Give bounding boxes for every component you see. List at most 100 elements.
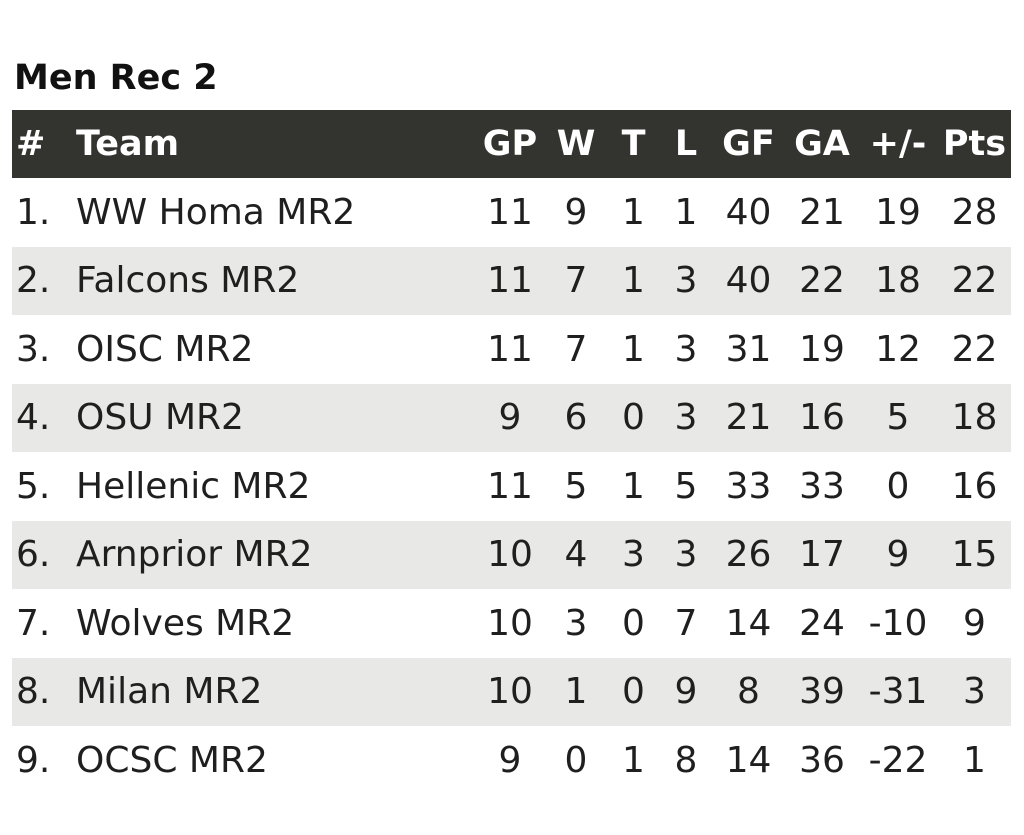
row-ga: 19 <box>799 328 845 370</box>
row-ga: 24 <box>799 602 845 644</box>
row-rank: 6. <box>16 534 51 576</box>
row-pm: -10 <box>868 602 928 644</box>
row-gp: 10 <box>487 534 533 576</box>
row-ga: 16 <box>799 397 845 439</box>
table-row: 6. Arnprior MR2 10 4 3 3 26 17 9 15 <box>12 520 1011 589</box>
header-wins: W <box>556 124 596 164</box>
row-team: Arnprior MR2 <box>76 534 313 576</box>
header-rank: # <box>16 124 46 164</box>
row-t: 1 <box>622 260 645 302</box>
row-team: OSU MR2 <box>76 397 244 439</box>
row-rank: 1. <box>16 191 51 233</box>
row-t: 1 <box>622 191 645 233</box>
row-pts: 22 <box>951 260 998 302</box>
row-ga: 39 <box>799 671 845 713</box>
table-row: 1. WW Homa MR2 11 9 1 1 40 21 19 28 <box>12 178 1011 247</box>
row-w: 3 <box>564 602 588 644</box>
row-pm: 18 <box>875 260 921 302</box>
row-gp: 11 <box>487 260 533 302</box>
row-gf: 14 <box>725 739 772 781</box>
row-t: 1 <box>622 328 645 370</box>
row-rank: 7. <box>16 602 51 644</box>
header-goals-against: GA <box>794 124 850 164</box>
row-gf: 8 <box>737 671 760 713</box>
row-gf: 40 <box>725 191 772 233</box>
row-l: 3 <box>674 534 698 576</box>
row-t: 0 <box>622 671 645 713</box>
row-w: 9 <box>564 191 588 233</box>
row-gf: 31 <box>725 328 772 370</box>
row-ga: 17 <box>799 534 845 576</box>
row-team: Milan MR2 <box>76 671 263 713</box>
row-l: 7 <box>674 602 698 644</box>
row-pts: 28 <box>951 191 998 233</box>
header-losses: L <box>674 124 698 164</box>
row-rank: 8. <box>16 671 51 713</box>
row-pts: 3 <box>963 671 986 713</box>
row-w: 4 <box>564 534 588 576</box>
row-w: 7 <box>564 260 588 302</box>
row-gp: 9 <box>498 739 522 781</box>
standings-table: # Team GP W T L GF GA +/- Pts 1. WW Homa… <box>12 110 1011 795</box>
row-ga: 21 <box>799 191 845 233</box>
row-team: Wolves MR2 <box>76 602 295 644</box>
row-t: 0 <box>622 397 645 439</box>
row-gf: 33 <box>725 465 772 507</box>
row-pm: 0 <box>886 465 910 507</box>
row-pts: 16 <box>951 465 998 507</box>
row-t: 0 <box>622 602 645 644</box>
row-t: 1 <box>622 465 645 507</box>
row-w: 7 <box>564 328 588 370</box>
row-w: 0 <box>564 739 588 781</box>
table-row: 9. OCSC MR2 9 0 1 8 14 36 -22 1 <box>12 726 1011 795</box>
header-games-played: GP <box>482 124 538 164</box>
row-ga: 36 <box>799 739 845 781</box>
row-rank: 4. <box>16 397 51 439</box>
row-w: 5 <box>564 465 588 507</box>
row-gp: 9 <box>498 397 522 439</box>
row-rank: 2. <box>16 260 51 302</box>
row-ga: 33 <box>799 465 845 507</box>
table-row: 8. Milan MR2 10 1 0 9 8 39 -31 3 <box>12 657 1011 726</box>
row-pts: 18 <box>951 397 998 439</box>
row-gf: 26 <box>725 534 772 576</box>
row-w: 1 <box>564 671 588 713</box>
table-header-row: # Team GP W T L GF GA +/- Pts <box>12 110 1011 178</box>
header-team: Team <box>76 124 180 164</box>
row-team: OCSC MR2 <box>76 739 268 781</box>
row-pts: 15 <box>951 534 998 576</box>
table-row: 2. Falcons MR2 11 7 1 3 40 22 18 22 <box>12 246 1011 315</box>
row-t: 3 <box>622 534 645 576</box>
row-team: OISC MR2 <box>76 328 254 370</box>
row-gf: 40 <box>725 260 772 302</box>
header-goal-difference: +/- <box>869 124 927 164</box>
row-pts: 9 <box>963 602 986 644</box>
row-pm: 12 <box>875 328 921 370</box>
row-t: 1 <box>622 739 645 781</box>
row-pm: -31 <box>868 671 928 713</box>
row-ga: 22 <box>799 260 845 302</box>
row-gf: 14 <box>725 602 772 644</box>
table-row: 4. OSU MR2 9 6 0 3 21 16 5 18 <box>12 383 1011 452</box>
row-gp: 10 <box>487 602 533 644</box>
header-ties: T <box>621 124 646 164</box>
row-pts: 1 <box>963 739 986 781</box>
row-l: 3 <box>674 397 698 439</box>
header-goals-for: GF <box>722 124 775 164</box>
division-title: Men Rec 2 <box>14 58 218 98</box>
row-pm: 9 <box>886 534 910 576</box>
table-row: 7. Wolves MR2 10 3 0 7 14 24 -10 9 <box>12 589 1011 658</box>
row-pm: -22 <box>868 739 928 781</box>
row-rank: 9. <box>16 739 51 781</box>
row-team: WW Homa MR2 <box>76 191 356 233</box>
row-rank: 5. <box>16 465 51 507</box>
row-team: Hellenic MR2 <box>76 465 311 507</box>
row-pts: 22 <box>951 328 998 370</box>
row-gp: 11 <box>487 191 533 233</box>
row-l: 3 <box>674 260 698 302</box>
row-l: 9 <box>674 671 698 713</box>
row-gf: 21 <box>725 397 772 439</box>
row-l: 5 <box>674 465 698 507</box>
row-team: Falcons MR2 <box>76 260 300 302</box>
